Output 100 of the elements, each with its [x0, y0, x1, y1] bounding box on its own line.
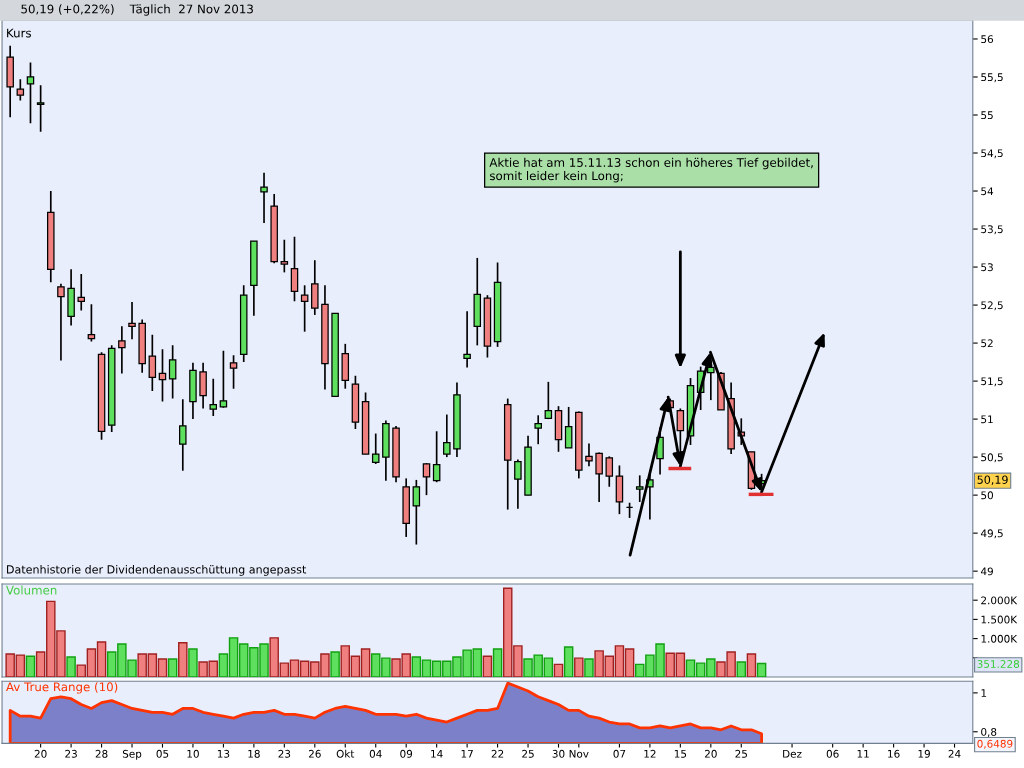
candlestick: [595, 451, 603, 503]
candlestick: [412, 479, 421, 546]
y-tick-label: 55,5: [981, 73, 1003, 83]
x-tick-label: 30: [552, 749, 565, 758]
x-tick-label: 13: [217, 749, 230, 758]
x-tick-label: Dez: [783, 749, 802, 758]
x-tick-label: Okt: [336, 749, 355, 758]
candlestick: [432, 430, 441, 484]
text: Kurs: [7, 28, 31, 38]
candlestick: [57, 282, 65, 362]
chart-title: Av True Range (10): [6, 682, 118, 694]
bar: [492, 648, 503, 677]
x-tick-label: 25: [735, 749, 747, 758]
chart-title: Volumen: [6, 585, 57, 595]
candlestick: [36, 84, 45, 133]
candlestick: [16, 78, 25, 102]
y-tick-label: 0,8: [981, 727, 997, 737]
candlestick: [422, 462, 431, 496]
y-tick-label: 50: [981, 491, 993, 500]
y-tick-label: 51: [981, 415, 993, 424]
text: 351.228: [977, 660, 1020, 668]
bar: [482, 655, 493, 677]
x-tick-label: 24: [948, 749, 961, 758]
x-tick-label: 15: [674, 749, 687, 758]
annotation: Aktie hat am 15.11.13 schon ein höheres Tief gebildet, somit leider kein Long;: [489, 157, 813, 183]
candlestick: [443, 413, 451, 458]
x-tick-label: Nov: [569, 749, 589, 758]
bar: [167, 658, 178, 677]
bar: [574, 657, 584, 677]
candlestick: [87, 303, 96, 343]
candlestick: [300, 284, 309, 333]
x-tick-label: 18: [248, 749, 260, 758]
bar: [553, 663, 564, 677]
y-tick-label: 54,5: [981, 149, 1003, 159]
x-tick-label: 14: [431, 749, 443, 758]
candlestick: [514, 458, 522, 510]
bar: [563, 646, 574, 677]
x-tick-label: 05: [156, 749, 169, 758]
x-tick-label: 20: [34, 749, 47, 758]
x-tick-label: 16: [888, 749, 900, 758]
x-tick-label: Sep: [122, 749, 142, 760]
y-tick-label: 53,5: [981, 225, 1003, 235]
candlestick: [168, 344, 177, 400]
candlestick: [635, 474, 644, 503]
y-tick-label: 53: [981, 263, 993, 272]
candlestick: [260, 171, 268, 224]
y-tick-label: 1: [981, 689, 987, 697]
candlestick: [290, 235, 299, 303]
bar: [178, 642, 188, 677]
x-tick-label: 11: [857, 749, 869, 758]
bar: [756, 662, 767, 677]
candlestick: [463, 310, 471, 369]
y-tick-label: 56: [981, 35, 994, 44]
candlestick: [534, 414, 542, 446]
x-tick-label: 04: [369, 749, 382, 758]
x-tick-label: 06: [826, 749, 839, 758]
candlestick: [199, 362, 207, 410]
annotation: 50,19: [977, 475, 1008, 486]
x-tick-label: 09: [400, 749, 413, 758]
x-tick-label: 19: [918, 749, 930, 758]
chart-subtitle: 50,19 (+0,22%) Täglich 27 Nov 2013: [21, 4, 253, 16]
y-tick-label: 49: [980, 567, 993, 576]
y-tick-label: 52,5: [981, 301, 1003, 311]
y-tick-label: 55: [981, 111, 993, 120]
x-tick-label: 20: [704, 749, 717, 758]
candlestick: [209, 377, 218, 417]
annotation: Datenhistorie der Dividendenausschüttung angepasst: [7, 565, 307, 576]
candlestick: [26, 61, 35, 125]
bar: [584, 658, 594, 677]
bar: [188, 648, 198, 677]
candlestick: [148, 333, 157, 392]
candlestick: [179, 398, 187, 472]
text: 0,6489: [977, 739, 1013, 749]
y-tick-label: 1.000K: [981, 634, 1018, 643]
bar: [746, 653, 757, 677]
x-tick-label: 23: [65, 749, 77, 758]
candlestick: [128, 301, 136, 341]
bar: [330, 651, 340, 677]
x-tick-label: 12: [644, 749, 656, 758]
x-tick-label: 25: [522, 749, 534, 758]
x-tick-label: 17: [461, 749, 473, 758]
y-tick-label: 51,5: [981, 377, 1003, 387]
y-tick-label: 50,5: [981, 453, 1003, 463]
candlestick: [219, 349, 228, 409]
candlestick: [371, 432, 380, 465]
candlestick: [585, 442, 593, 468]
bar: [66, 656, 76, 677]
x-tick-label: 10: [187, 749, 199, 758]
candlestick: [158, 348, 167, 403]
y-tick-label: 52: [981, 339, 993, 348]
x-tick-label: 28: [95, 749, 108, 758]
candlestick: [564, 406, 573, 449]
y-tick-label: 1.500K: [981, 615, 1018, 624]
y-tick-label: 49,5: [980, 529, 1003, 539]
candlestick: [118, 325, 126, 375]
candlestick: [605, 455, 614, 488]
y-tick-label: 2.000K: [981, 596, 1018, 605]
bar: [736, 661, 747, 677]
x-tick-label: 23: [278, 749, 291, 758]
x-tick-label: 26: [308, 749, 321, 758]
